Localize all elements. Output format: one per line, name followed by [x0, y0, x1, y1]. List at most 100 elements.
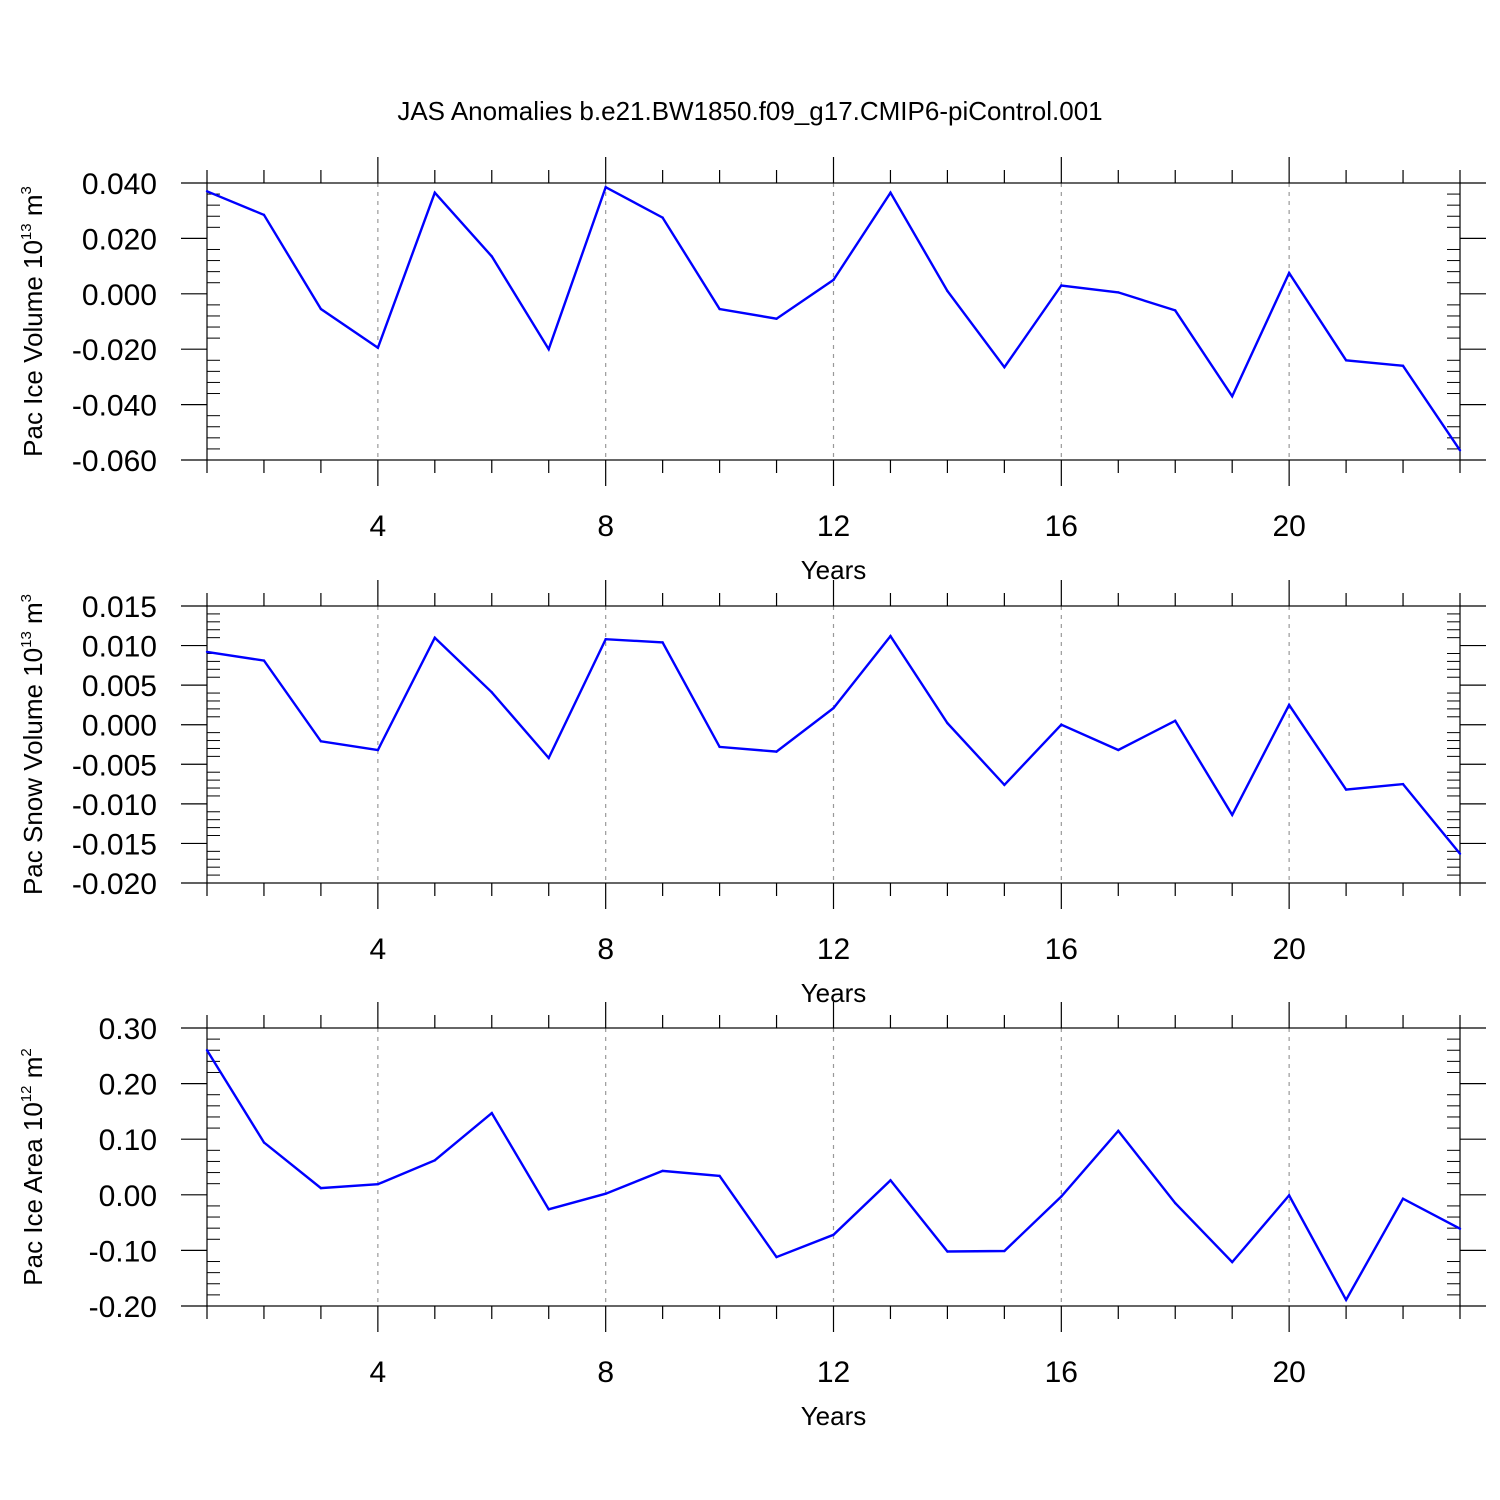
data-point: [319, 1186, 323, 1190]
data-point: [775, 1255, 778, 1259]
data-point: [433, 636, 437, 639]
y-tick-label: -0.015: [72, 828, 157, 861]
y-tick-label: 0.10: [99, 1124, 157, 1157]
data-point: [661, 1169, 664, 1173]
data-point: [433, 1159, 437, 1162]
y-tick-label: -0.20: [89, 1291, 157, 1324]
x-tick-label: 12: [817, 933, 850, 966]
data-point: [1401, 1197, 1405, 1200]
y-tick-label: 0.005: [82, 670, 157, 703]
data-point: [604, 1192, 607, 1195]
y-tick-label: -0.005: [72, 749, 157, 782]
data-point: [775, 750, 778, 753]
y-tick-label: -0.010: [72, 789, 157, 822]
x-tick-label: 16: [1045, 933, 1078, 966]
data-point: [547, 1208, 550, 1211]
data-point: [1230, 395, 1234, 398]
data-point: [1003, 1249, 1006, 1253]
data-point: [718, 745, 721, 749]
data-point: [1344, 1298, 1348, 1302]
data-point: [946, 289, 949, 293]
data-point: [1287, 703, 1291, 707]
chart-panel-3: -0.20 -0.10 0.00 0.10 0.20 0.30 4 8 12 16 20 Years P…: [18, 1002, 1486, 1431]
data-point: [1174, 719, 1177, 722]
data-point: [1401, 364, 1405, 368]
x-axis-label: Years: [801, 1401, 867, 1431]
data-point: [1060, 723, 1063, 726]
data-point: [718, 1174, 721, 1178]
data-point: [718, 307, 721, 311]
x-tick-label: 8: [597, 1356, 614, 1389]
data-point: [319, 307, 323, 311]
x-tick-label: 16: [1045, 1356, 1078, 1389]
x-tick-label: 4: [370, 1356, 387, 1389]
data-point: [946, 721, 949, 725]
data-point: [889, 191, 892, 194]
data-point: [1060, 284, 1063, 287]
y-tick-label: 0.00: [99, 1180, 157, 1213]
data-point: [262, 659, 266, 662]
data-point: [376, 346, 380, 350]
data-point: [604, 185, 607, 189]
data-point: [1401, 782, 1405, 786]
y-tick-label: -0.040: [72, 390, 157, 423]
y-tick-label: 0.20: [99, 1069, 157, 1102]
chart-title: JAS Anomalies b.e21.BW1850.f09_g17.CMIP6…: [397, 96, 1102, 126]
data-point: [1458, 1227, 1462, 1230]
data-point: [1344, 359, 1348, 362]
data-point: [490, 1111, 493, 1115]
x-tick-label: 4: [370, 510, 387, 543]
x-tick-label: 20: [1272, 510, 1305, 543]
y-axis-label: Pac Ice Volume 1013 m3: [18, 186, 48, 457]
data-point: [832, 706, 835, 710]
data-point: [1060, 1195, 1063, 1198]
data-point: [547, 348, 550, 351]
data-point: [604, 638, 607, 641]
data-point: [433, 191, 437, 194]
x-tick-label: 4: [370, 933, 387, 966]
x-tick-label: 8: [597, 510, 614, 543]
y-tick-label: 0.020: [82, 223, 157, 256]
data-point: [889, 1179, 892, 1182]
y-tick-label: -0.10: [89, 1235, 157, 1268]
y-tick-label: -0.060: [72, 445, 157, 478]
chart-panel-1: -0.060 -0.040 -0.020 0.000 0.020 0.040 4 8 12 16 2…: [18, 157, 1486, 585]
data-point: [1174, 1201, 1177, 1205]
y-tick-label: -0.020: [72, 868, 157, 901]
data-point: [1458, 449, 1462, 452]
x-tick-label: 8: [597, 933, 614, 966]
data-point: [832, 278, 835, 282]
data-point: [205, 650, 209, 654]
data-point: [205, 190, 209, 193]
y-tick-label: 0.000: [82, 710, 157, 743]
x-tick-label: 20: [1272, 933, 1305, 966]
data-point: [1117, 291, 1120, 294]
data-point: [1117, 1129, 1120, 1133]
data-point: [262, 1141, 266, 1144]
data-point: [1458, 852, 1462, 855]
data-point: [1230, 813, 1234, 817]
data-point: [490, 691, 493, 694]
data-point: [205, 1049, 209, 1052]
y-tick-label: 0.040: [82, 168, 157, 201]
data-point: [889, 634, 892, 638]
data-point: [547, 756, 550, 760]
data-point: [376, 748, 380, 752]
data-point: [775, 317, 778, 320]
y-axis-label: Pac Snow Volume 1013 m3: [18, 594, 48, 895]
data-point: [490, 255, 493, 258]
y-axis-label: Pac Ice Area 1012 m2: [18, 1048, 48, 1285]
data-point: [1287, 1194, 1291, 1197]
y-tick-label: 0.010: [82, 631, 157, 664]
x-tick-label: 20: [1272, 1356, 1305, 1389]
data-point: [661, 216, 664, 219]
data-point: [1344, 788, 1348, 791]
y-tick-label: 0.015: [82, 591, 157, 624]
data-point: [1230, 1260, 1234, 1264]
chart-panel-2: -0.020 -0.015 -0.010 -0.005 0.000 0.005 0.010 0…: [18, 580, 1486, 1008]
data-point: [376, 1183, 380, 1186]
data-point: [832, 1233, 835, 1237]
data-point: [1003, 366, 1006, 369]
data-point: [1117, 748, 1120, 752]
